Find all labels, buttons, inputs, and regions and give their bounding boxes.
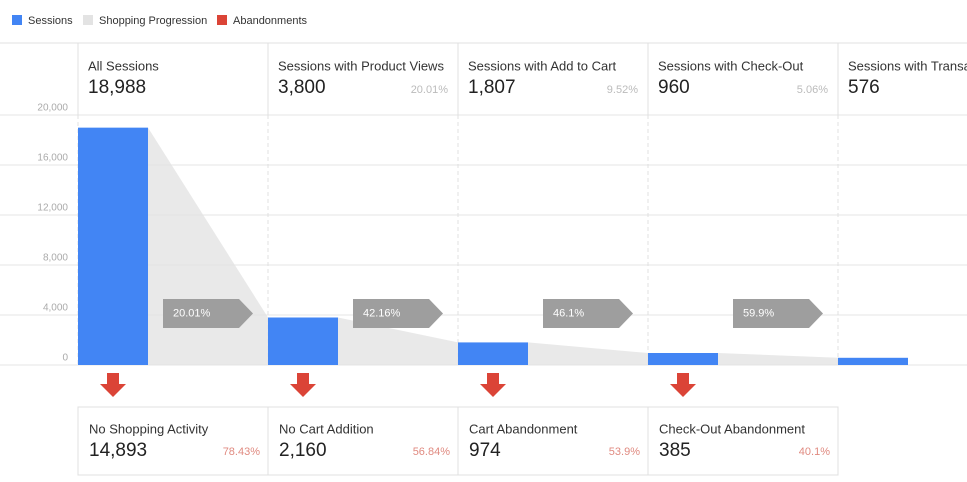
abandon-value: 2,160 [279,440,327,461]
abandon-cell [647,406,839,476]
stage-name: Sessions with Check-Out [658,58,804,73]
stage-pct: 20.01% [411,84,449,96]
progression-rate: 59.9% [743,307,774,319]
progression-arrow [353,299,443,328]
legend-swatch [83,15,93,25]
abandon-value: 385 [659,440,691,461]
bar [78,127,148,366]
progression-area [718,353,838,365]
abandon-pct: 56.84% [413,446,451,458]
bar [838,357,908,365]
progression-area [148,127,268,366]
legend-label: Sessions [28,15,73,27]
y-tick-label: 20,000 [37,103,68,114]
stage-name: All Sessions [88,58,159,73]
stage-name: Sessions with Add to Cart [468,58,617,73]
stage-value: 18,988 [88,77,146,98]
abandon-name: No Shopping Activity [89,421,209,436]
legend-label: Abandonments [233,15,307,27]
abandon-name: Cart Abandonment [469,421,578,436]
y-tick-label: 12,000 [37,203,68,214]
legend-swatch [217,15,227,25]
bar [458,342,528,365]
abandon-arrow [290,373,316,397]
progression-arrow [163,299,253,328]
stage-value: 3,800 [278,77,326,98]
abandon-value: 974 [469,440,501,461]
abandon-name: No Cart Addition [279,421,374,436]
y-tick-label: 16,000 [37,153,68,164]
progression-arrow [733,299,823,328]
bar [268,317,338,365]
bar [648,353,718,365]
legend-swatch [12,15,22,25]
y-tick-label: 0 [62,353,68,364]
stage-value: 960 [658,77,690,98]
progression-area [338,317,458,365]
legend-label: Shopping Progression [99,15,207,27]
abandon-value: 14,893 [89,440,147,461]
progression-rate: 46.1% [553,307,584,319]
y-tick-label: 8,000 [43,253,68,264]
abandon-arrow [100,373,126,397]
progression-area [528,342,648,365]
stage-name: Sessions with Product Views [278,58,444,73]
stage-pct: 9.52% [607,84,638,96]
progression-rate: 42.16% [363,307,401,319]
stage-value: 1,807 [468,77,516,98]
abandon-arrow [480,373,506,397]
progression-arrow [543,299,633,328]
stage-name: Sessions with Transactions [848,58,967,73]
progression-rate: 20.01% [173,307,211,319]
abandon-pct: 40.1% [799,446,830,458]
stage-value: 576 [848,77,880,98]
abandon-name: Check-Out Abandonment [659,421,805,436]
y-tick-label: 4,000 [43,303,68,314]
abandon-arrow [670,373,696,397]
stage-pct: 5.06% [797,84,828,96]
abandon-pct: 53.9% [609,446,640,458]
abandon-pct: 78.43% [223,446,261,458]
